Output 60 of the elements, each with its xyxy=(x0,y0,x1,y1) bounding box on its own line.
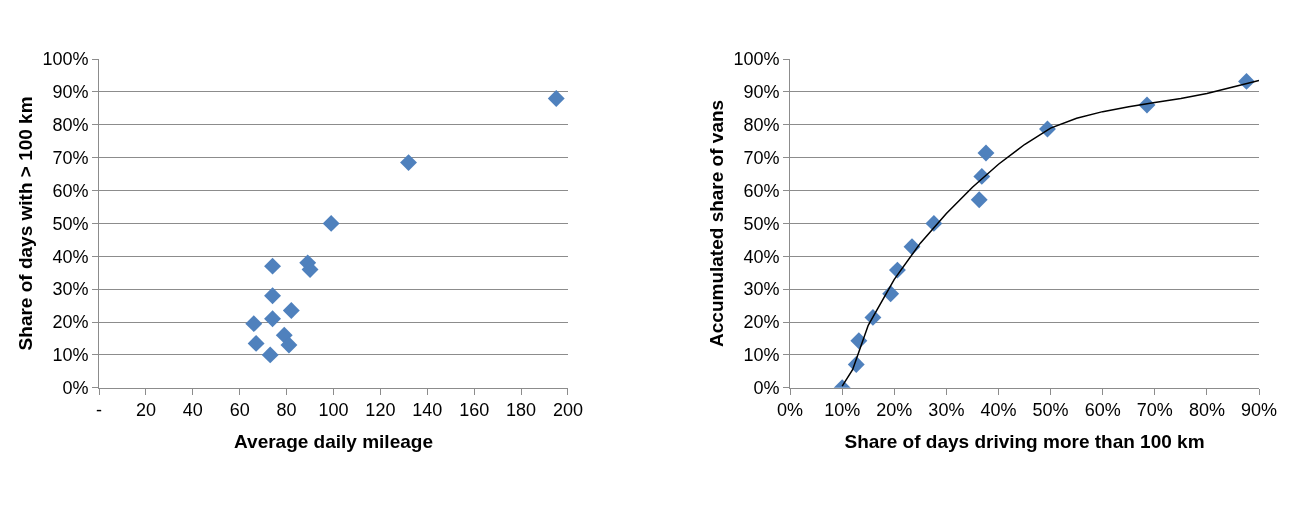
y-tick-label: 20% xyxy=(743,312,780,333)
y-tick-label: 70% xyxy=(743,147,780,168)
point xyxy=(245,315,263,333)
x-tick-label: 20 xyxy=(135,400,156,421)
x-tick-label: 70% xyxy=(1136,400,1173,421)
point xyxy=(264,257,281,275)
point xyxy=(264,287,281,305)
point xyxy=(264,310,281,328)
x-axis-title: Share of days driving more than 100 km xyxy=(844,431,1205,453)
point xyxy=(247,334,265,352)
x-tick-label: 40% xyxy=(980,400,1017,421)
point xyxy=(977,144,995,162)
y-tick-label: 20% xyxy=(52,312,89,333)
y-tick-label: 80% xyxy=(743,115,780,136)
point xyxy=(322,214,340,232)
y-tick-label: 50% xyxy=(743,213,780,234)
x-tick-label: - xyxy=(96,400,103,421)
point xyxy=(400,154,417,172)
x-tick-label: 50% xyxy=(1032,400,1069,421)
y-tick-label: 90% xyxy=(743,82,780,103)
x-tick-label: 140 xyxy=(412,400,443,421)
x-tick-label: 200 xyxy=(552,400,583,421)
point xyxy=(970,191,988,209)
y-tick-label: 100% xyxy=(42,49,89,70)
y-axis-title: Share of days with > 100 km xyxy=(15,96,37,351)
y-tick-label: 0% xyxy=(62,378,89,399)
x-tick-label: 30% xyxy=(928,400,965,421)
x-axis-title: Average daily mileage xyxy=(234,431,433,453)
x-tick-label: 60% xyxy=(1084,400,1121,421)
point xyxy=(280,336,298,354)
x-tick-label: 80 xyxy=(276,400,297,421)
x-tick-label: 80% xyxy=(1188,400,1225,421)
x-tick-label: 40 xyxy=(182,400,203,421)
y-tick-label: 40% xyxy=(743,246,780,267)
y-tick-label: 0% xyxy=(753,378,780,399)
x-tick-label: 90% xyxy=(1240,400,1278,421)
x-tick-label: 60 xyxy=(229,400,250,421)
point xyxy=(261,346,279,364)
x-tick-label: 160 xyxy=(459,400,490,421)
x-tick-label: 10% xyxy=(824,400,861,421)
y-tick-label: 30% xyxy=(743,279,780,300)
y-tick-label: 90% xyxy=(52,82,89,103)
point xyxy=(547,90,565,107)
y-tick-label: 30% xyxy=(52,279,89,300)
y-tick-label: 40% xyxy=(52,246,89,267)
y-tick-label: 80% xyxy=(52,115,89,136)
point xyxy=(282,302,300,319)
y-tick-label: 70% xyxy=(52,147,89,168)
x-tick-label: 20% xyxy=(876,400,913,421)
y-tick-label: 60% xyxy=(52,180,89,201)
x-tick-label: 100 xyxy=(318,400,349,421)
y-tick-label: 10% xyxy=(743,345,780,366)
y-tick-label: 10% xyxy=(52,345,89,366)
x-tick-label: 0% xyxy=(777,400,804,421)
y-axis-title: Accumulated share of vans xyxy=(706,99,728,347)
x-tick-label: 120 xyxy=(365,400,396,421)
y-tick-label: 50% xyxy=(52,213,89,234)
x-tick-label: 180 xyxy=(506,400,537,421)
y-tick-label: 60% xyxy=(743,180,780,201)
y-tick-label: 100% xyxy=(733,49,780,70)
